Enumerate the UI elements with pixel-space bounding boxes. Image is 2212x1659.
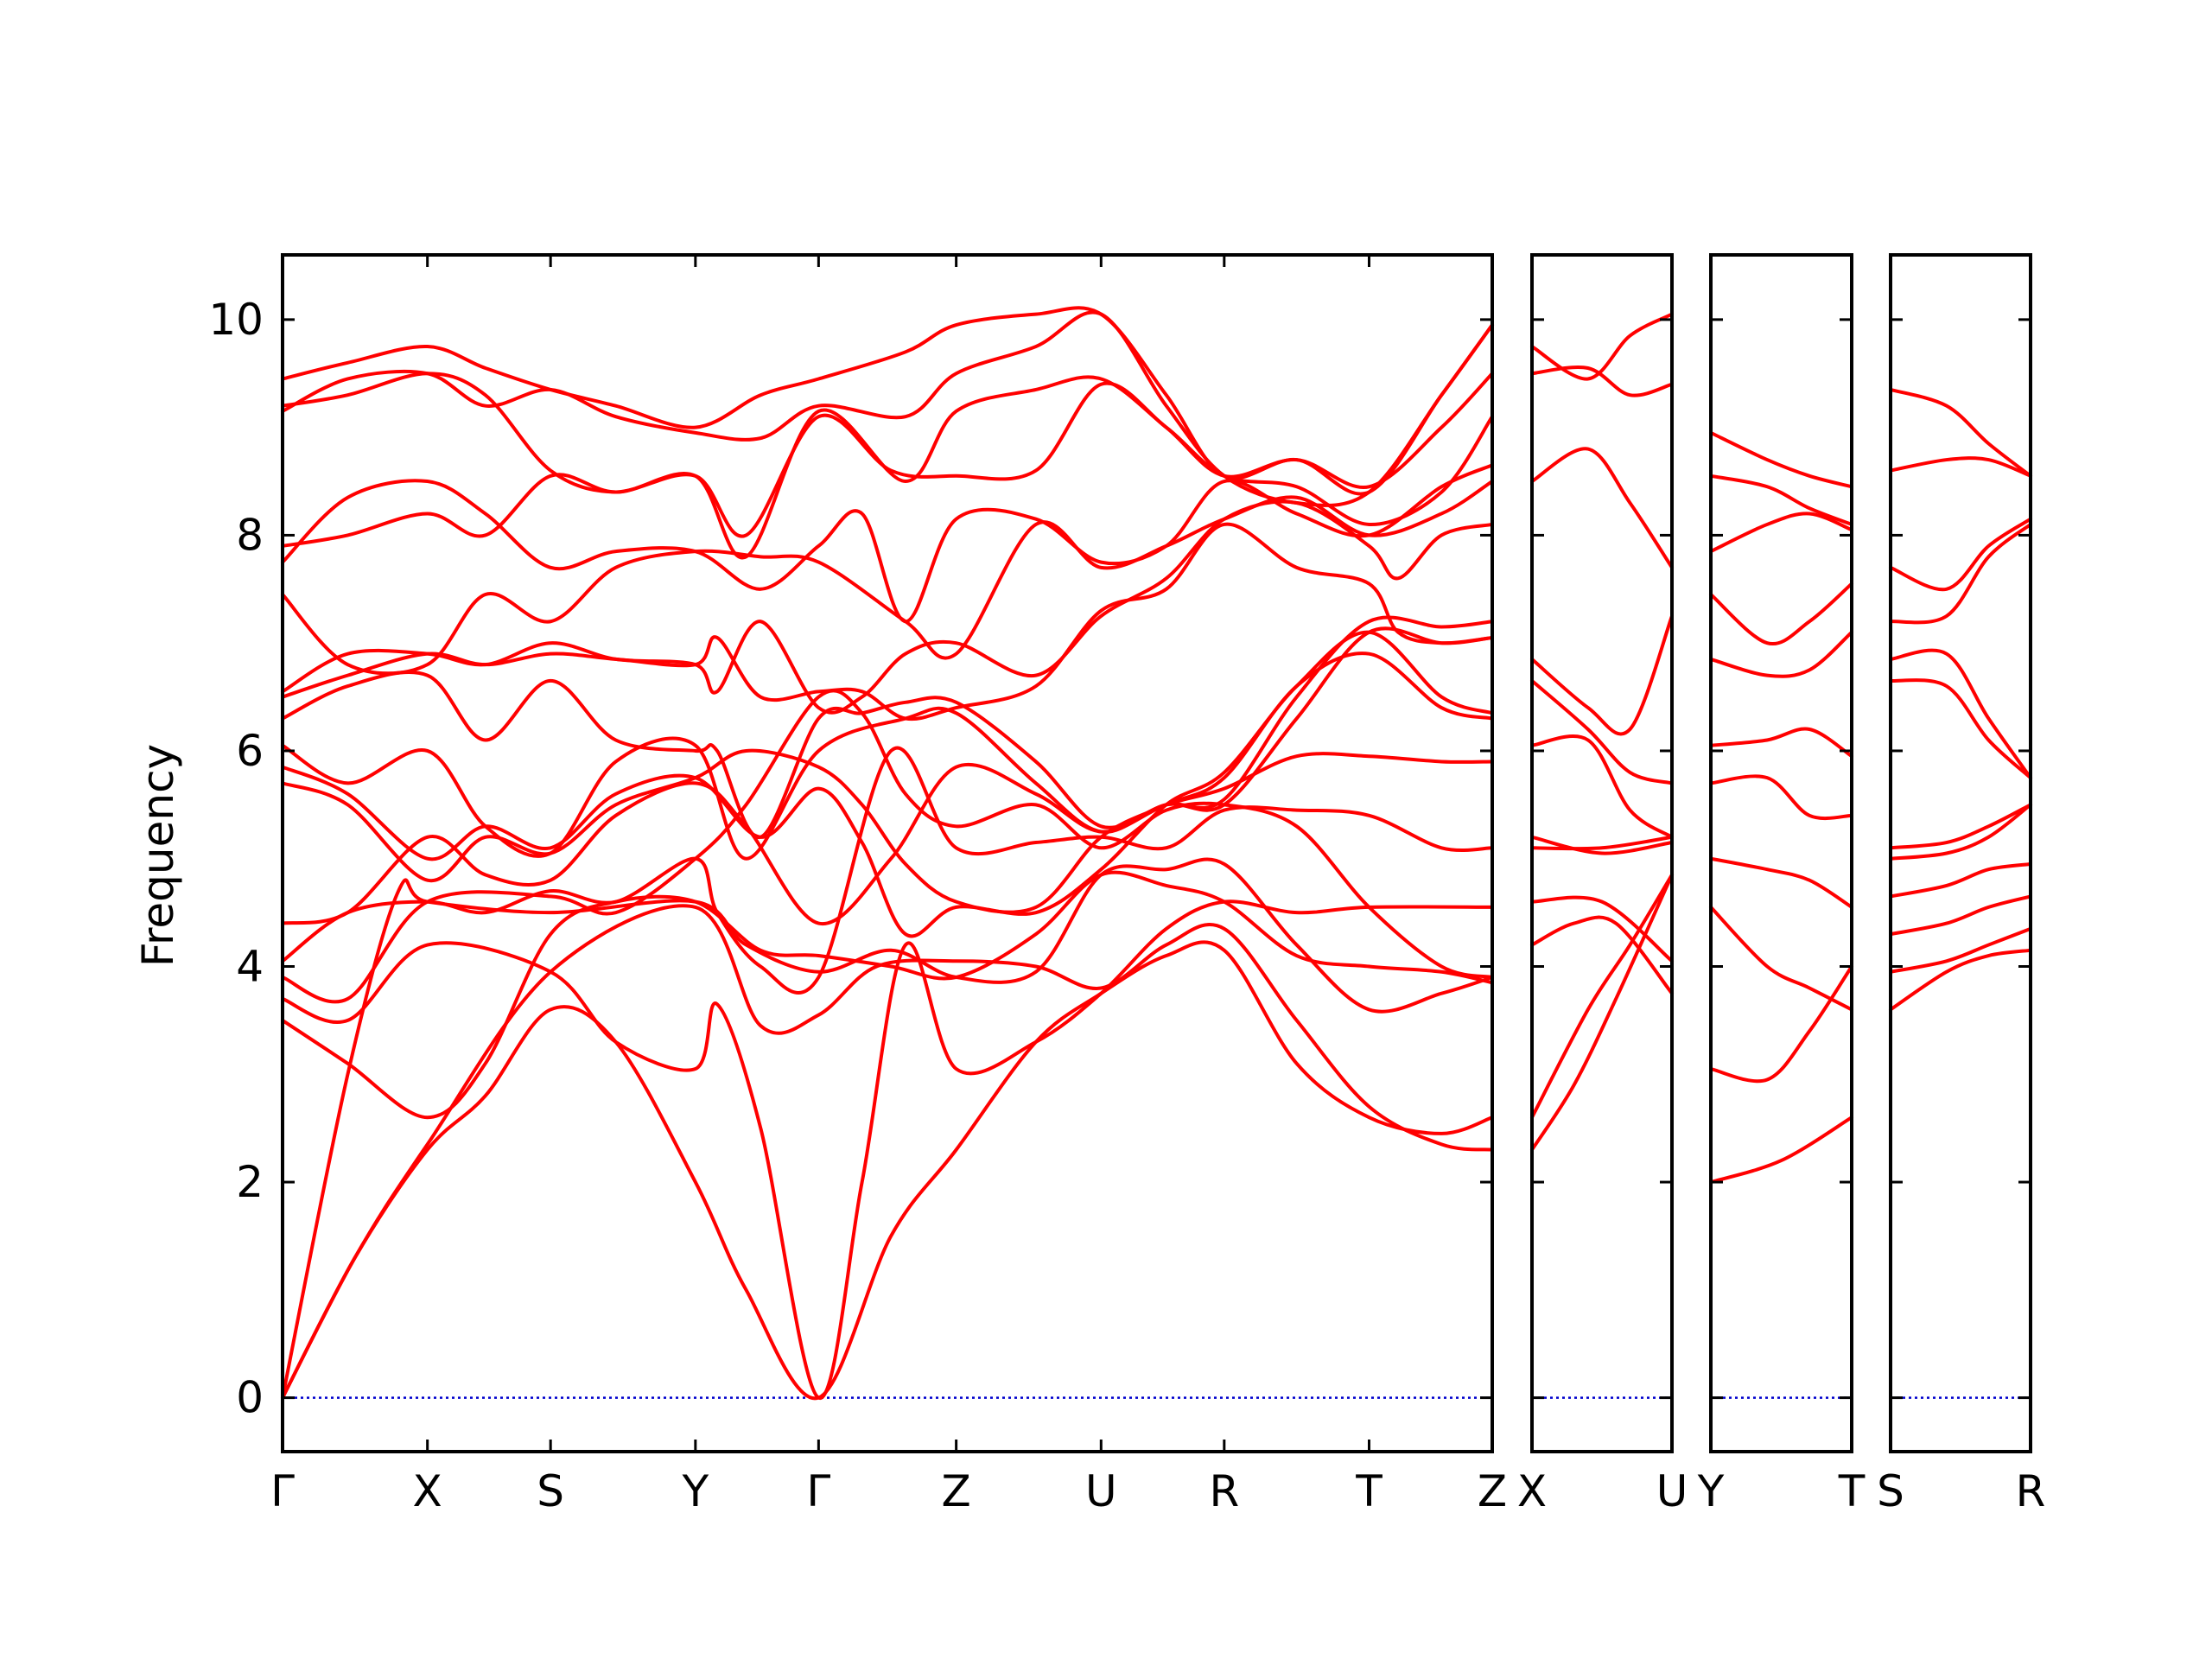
band-line-6	[1889, 803, 2032, 850]
y-tick-label: 10	[208, 295, 264, 345]
plot-frame	[281, 253, 1494, 1453]
band-line-4	[1889, 861, 2032, 899]
band-line-9	[1709, 512, 1853, 554]
x-tick-label: X	[413, 1466, 442, 1516]
band-line-10	[281, 630, 1494, 938]
band-line-19	[281, 310, 1494, 507]
band-line-3	[1530, 915, 1674, 995]
x-tick-label: Y	[682, 1466, 709, 1516]
band-line-1	[1530, 873, 1674, 1152]
band-line-2	[1530, 873, 1674, 1120]
band-line-12	[281, 615, 1494, 839]
band-line-8	[1889, 648, 2032, 780]
band-line-6	[281, 689, 1494, 1004]
band-line-5	[1889, 803, 2032, 861]
band-line-11	[281, 626, 1494, 861]
band-line-10	[1889, 517, 2032, 592]
band-line-13	[281, 522, 1494, 721]
band-line-11	[1530, 365, 1674, 397]
band-line-11	[1709, 430, 1853, 489]
band-line-5	[1709, 774, 1853, 821]
band-line-4	[1709, 856, 1853, 909]
x-tick-label: Γ	[270, 1466, 295, 1516]
band-line-16	[281, 463, 1494, 624]
band-line-3	[281, 857, 1494, 1400]
band-line-12	[1889, 387, 2032, 478]
band-line-1	[1889, 948, 2032, 1012]
y-tick-label: 6	[236, 726, 264, 776]
band-line-14	[281, 499, 1494, 715]
y-tick-label: 4	[236, 942, 264, 992]
band-line-3	[1889, 894, 2032, 937]
band-line-5	[1530, 835, 1674, 851]
band-line-8	[1709, 582, 1853, 646]
band-line-11	[1889, 456, 2032, 478]
band-line-2	[1889, 926, 2032, 974]
x-tick-label: Γ	[806, 1466, 830, 1516]
band-line-9	[1889, 522, 2032, 625]
y-tick-label: 0	[236, 1373, 264, 1423]
band-line-7	[1889, 678, 2032, 780]
x-tick-label: Z	[942, 1466, 971, 1516]
band-line-15	[281, 480, 1494, 676]
band-line-5	[281, 899, 1494, 1400]
band-line-4	[1530, 895, 1674, 963]
band-line-12	[1530, 312, 1674, 381]
band-line-9	[1530, 614, 1674, 736]
x-tick-label: T	[1838, 1466, 1866, 1516]
y-axis-label: Frequency	[133, 744, 183, 967]
band-line-2	[1709, 964, 1853, 1084]
x-tick-label: R	[1209, 1466, 1239, 1516]
x-tick-label: U	[1085, 1466, 1117, 1516]
band-line-1	[281, 904, 1494, 1400]
band-line-2	[281, 940, 1494, 1401]
plot-frame	[1530, 253, 1674, 1453]
band-line-20	[281, 306, 1494, 496]
panel-1: Γ X S Y Γ Z U R T Z 0 2 4 6 8 10	[208, 253, 1507, 1516]
band-line-10	[1530, 447, 1674, 569]
x-tick-label: T	[1355, 1466, 1382, 1516]
band-line-7	[281, 746, 1494, 995]
plot-frame	[1889, 253, 2032, 1453]
x-tick-label: S	[1877, 1466, 1904, 1516]
band-line-6	[1530, 835, 1674, 855]
band-line-9	[281, 652, 1494, 914]
x-tick-label: S	[537, 1466, 564, 1516]
band-line-3	[1709, 905, 1853, 1012]
band-line-7	[1709, 630, 1853, 678]
x-tick-label: R	[2016, 1466, 2046, 1516]
band-line-1	[1709, 1116, 1853, 1185]
band-line-7	[1530, 734, 1674, 839]
x-tick-label: Z	[1478, 1466, 1507, 1516]
band-line-4	[281, 870, 1494, 1120]
band-line-10	[1709, 474, 1853, 526]
x-tick-label: Y	[1697, 1466, 1725, 1516]
x-tick-label: U	[1656, 1466, 1688, 1516]
x-tick-label: X	[1517, 1466, 1547, 1516]
band-line-6	[1709, 727, 1853, 759]
band-line-8	[1530, 678, 1674, 785]
plot-frame	[1709, 253, 1853, 1453]
y-tick-label: 8	[236, 510, 264, 560]
y-tick-label: 2	[236, 1157, 264, 1207]
